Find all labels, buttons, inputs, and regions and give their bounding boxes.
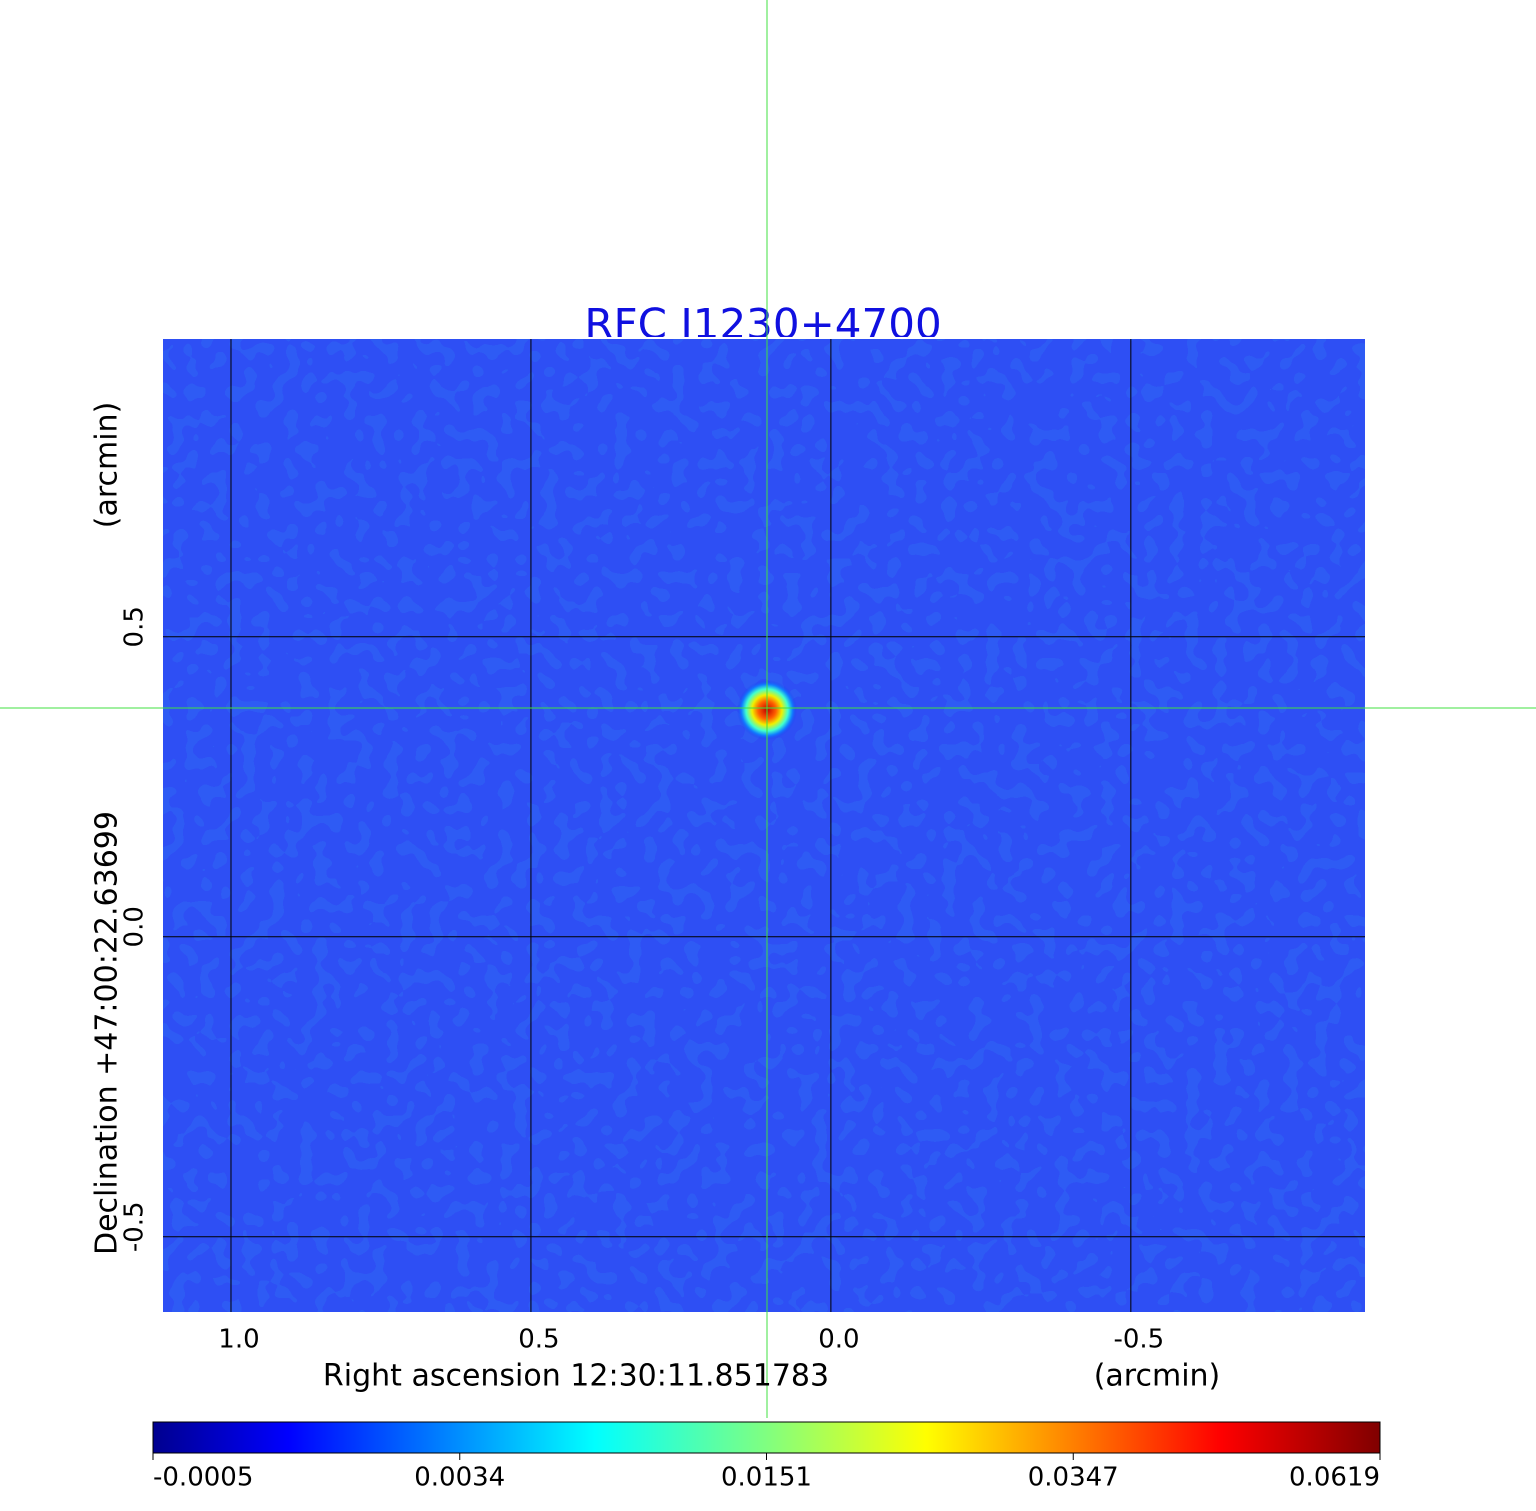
colorbar-tick-label: 0.0034 bbox=[414, 1463, 505, 1493]
plot-frame bbox=[161, 337, 1367, 1314]
x-axis-unit: (arcmin) bbox=[1094, 1359, 1221, 1394]
x-tick-label: 0.5 bbox=[518, 1325, 559, 1355]
y-tick-label: -0.5 bbox=[120, 1201, 150, 1252]
colorbar-tick-label: 0.0151 bbox=[721, 1463, 812, 1493]
y-tick-label: 0.5 bbox=[120, 606, 150, 647]
y-axis-label: Declination +47:00:22.63699 bbox=[90, 811, 125, 1255]
x-tick-label: 0.0 bbox=[818, 1325, 859, 1355]
colorbar-tick-label: 0.0619 bbox=[1289, 1463, 1380, 1493]
x-tick-label: -0.5 bbox=[1113, 1325, 1164, 1355]
y-axis-unit: (arcmin) bbox=[90, 402, 125, 529]
x-axis-label: Right ascension 12:30:11.851783 bbox=[323, 1359, 829, 1394]
colorbar-tick-label: 0.0347 bbox=[1028, 1463, 1119, 1493]
x-tick-label: 1.0 bbox=[218, 1325, 259, 1355]
colorbar bbox=[152, 1421, 1381, 1454]
y-tick-label: 0.0 bbox=[120, 906, 150, 947]
colorbar-tick-label: -0.0005 bbox=[153, 1463, 253, 1493]
image-noise bbox=[162, 338, 1366, 1313]
